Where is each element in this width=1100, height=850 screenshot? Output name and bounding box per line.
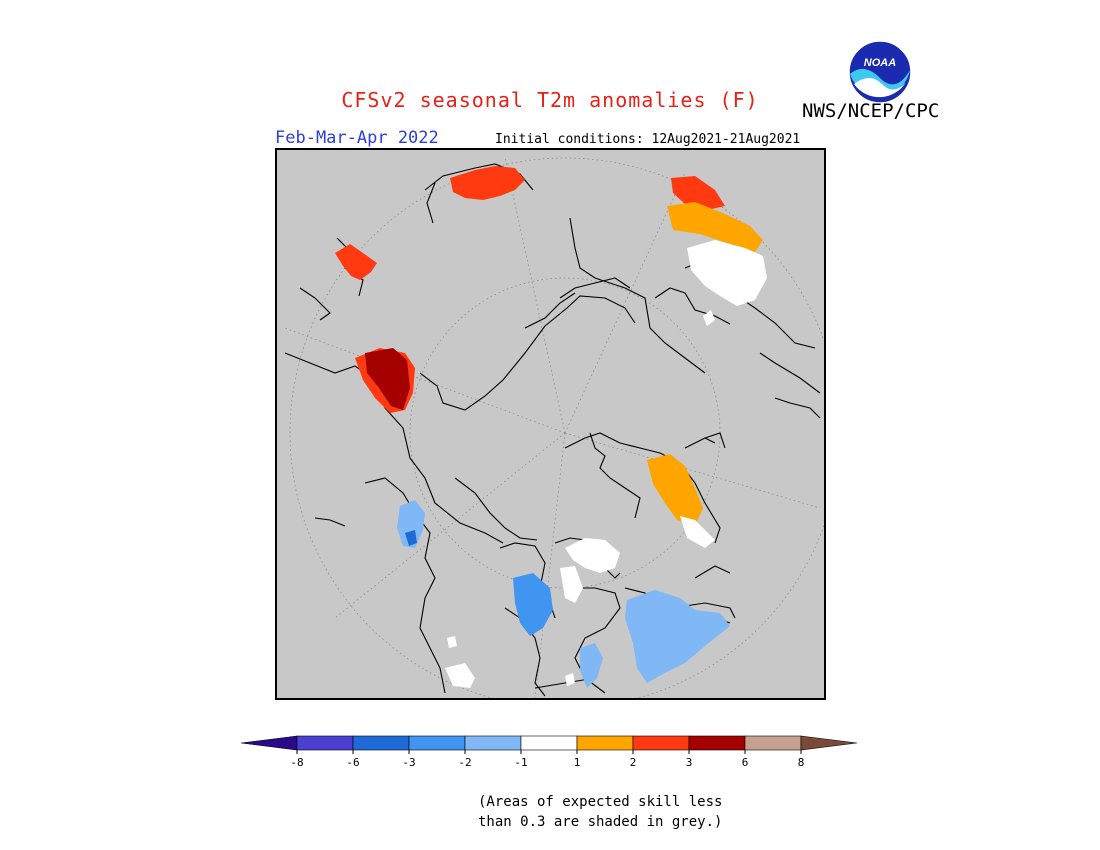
colorbar-box [464,735,522,751]
colorbar-tick-label: 6 [742,756,749,768]
colorbar-tick-label: -2 [458,756,471,768]
colorbar-box [520,735,578,751]
skill-note: (Areas of expected skill less than 0.3 a… [478,792,722,832]
europe-warm-patch [450,166,525,200]
colorbar-tick-label: 8 [798,756,805,768]
colorbar-box [576,735,634,751]
canada-cool-patch-2 [580,643,603,688]
map-title: CFSv2 seasonal T2m anomalies (F) [341,88,759,112]
greenland-neutral-patch [680,516,715,548]
colorbar-tick-label: 3 [686,756,693,768]
north-africa-hot-patch [365,348,410,410]
scandinavia-warm-patch [335,244,377,280]
pacific-neutral-patch [445,663,475,688]
alaska-cold-patch [405,530,417,546]
asia-neutral-patch-2 [703,310,715,326]
asia-moderate-patch [667,202,763,252]
initial-conditions-label: Initial conditions: 12Aug2021-21Aug2021 [495,132,801,147]
colorbar-right-arrow [800,735,858,751]
hudson-cool-patch [625,590,730,683]
greenland-moderate-patch-2 [653,458,680,474]
colorbar-tick-label: -1 [514,756,527,768]
colorbar-box [296,735,354,751]
colorbar: -8 -6 -3 -2 -1 1 2 3 6 8 [240,735,858,768]
agency-label: NWS/NCEP/CPC [802,100,940,122]
season-label: Feb-Mar-Apr 2022 [275,128,439,148]
colorbar-box [744,735,802,751]
arctic-neutral-patch [565,538,620,573]
noaa-logo: NOAA [848,40,912,104]
alaska-cool-patch [397,500,425,548]
skill-note-line1: (Areas of expected skill less [478,794,723,810]
colorbar-tick-label: -3 [402,756,415,768]
colorbar-box [632,735,690,751]
polar-map [275,148,826,700]
colorbar-tick-label: 2 [630,756,637,768]
canada-cool-patch [513,573,553,636]
colorbar-box [688,735,746,751]
anomaly-patches [335,166,767,688]
colorbar-tick-label: -6 [346,756,359,768]
asia-neutral-patch [687,240,767,306]
colorbar-tick-label: 1 [574,756,581,768]
skill-note-line2: than 0.3 are shaded in grey.) [478,814,723,830]
pacific-neutral-patch-2 [447,636,457,648]
colorbar-box [408,735,466,751]
pacific-neutral-patch-3 [565,673,575,686]
asia-warm-patch [671,176,725,210]
colorbar-left-arrow [240,735,298,751]
svg-text:NOAA: NOAA [864,57,896,69]
arctic-neutral-patch-2 [560,566,583,603]
colorbar-tick-label: -8 [290,756,303,768]
colorbar-box [352,735,410,751]
